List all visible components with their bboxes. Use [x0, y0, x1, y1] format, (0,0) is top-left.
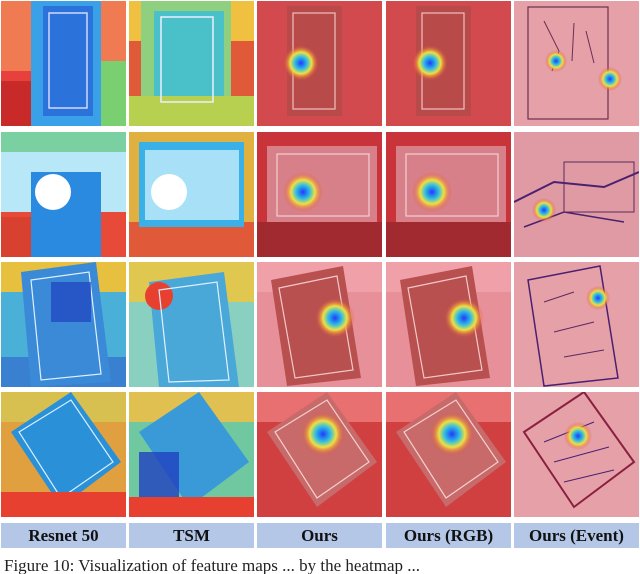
- heatmap-ours-event-row2: [514, 132, 639, 257]
- heatmap-ours-row1: [257, 1, 382, 126]
- heatmap-ours-rgb-row2: [386, 132, 511, 257]
- heatmap-ours-row4: [257, 392, 382, 517]
- heatmap-ours-event-row4: [514, 392, 639, 517]
- heatmap-tsm-row4: [129, 392, 254, 517]
- heatmap-ours-rgb-row3: [386, 262, 511, 387]
- heatmap-grid: [1, 1, 639, 517]
- column-label-ours-event: Ours (Event): [514, 523, 639, 548]
- heatmap-resnet50-row3: [1, 262, 126, 387]
- heatmap-ours-event-row3: [514, 262, 639, 387]
- heatmap-tsm-row2: [129, 132, 254, 257]
- figure-caption: Figure 10: Visualization of feature maps…: [4, 556, 421, 574]
- heatmap-ours-row3: [257, 262, 382, 387]
- column-label-ours-rgb: Ours (RGB): [386, 523, 511, 548]
- column-label-tsm: TSM: [129, 523, 254, 548]
- heatmap-resnet50-row2: [1, 132, 126, 257]
- heatmap-ours-event-row1: [514, 1, 639, 126]
- column-labels: Resnet 50 TSM Ours Ours (RGB) Ours (Even…: [0, 523, 640, 548]
- heatmap-ours-rgb-row4: [386, 392, 511, 517]
- heatmap-resnet50-row1: [1, 1, 126, 126]
- heatmap-ours-rgb-row1: [386, 1, 511, 126]
- heatmap-tsm-row3: [129, 262, 254, 387]
- heatmap-ours-row2: [257, 132, 382, 257]
- column-label-resnet50: Resnet 50: [1, 523, 126, 548]
- column-label-ours: Ours: [257, 523, 382, 548]
- heatmap-resnet50-row4: [1, 392, 126, 517]
- heatmap-tsm-row1: [129, 1, 254, 126]
